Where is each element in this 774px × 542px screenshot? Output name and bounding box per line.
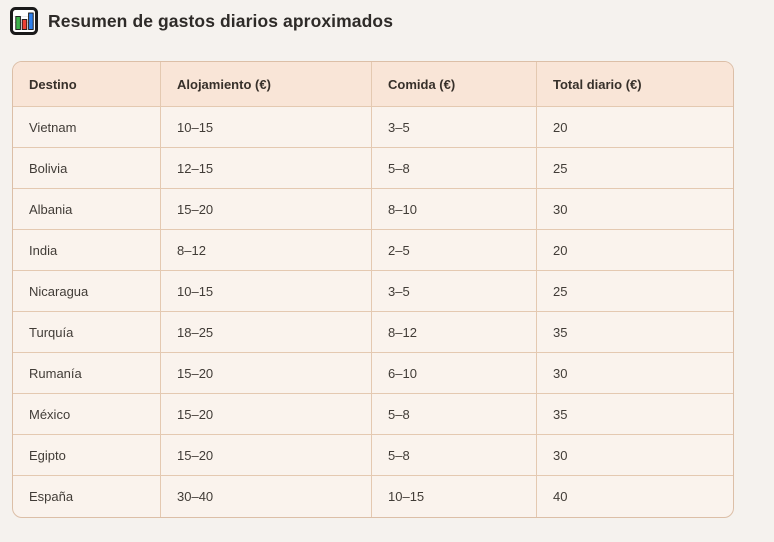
table-header-cell: Total diario (€) <box>537 62 733 107</box>
table-row: Nicaragua 10–15 3–5 25 <box>13 271 733 312</box>
table-cell: 3–5 <box>372 107 537 148</box>
table-cell: India <box>13 230 161 271</box>
table-cell: 5–8 <box>372 148 537 189</box>
table-row: India 8–12 2–5 20 <box>13 230 733 271</box>
table-cell: 10–15 <box>161 271 372 312</box>
table-cell: 15–20 <box>161 394 372 435</box>
bar-chart-icon <box>10 7 38 35</box>
table-cell: 2–5 <box>372 230 537 271</box>
table-header-cell: Destino <box>13 62 161 107</box>
table-row: Albania 15–20 8–10 30 <box>13 189 733 230</box>
table-row: Vietnam 10–15 3–5 20 <box>13 107 733 148</box>
table-cell: 3–5 <box>372 271 537 312</box>
table-cell: 10–15 <box>161 107 372 148</box>
table-cell: 25 <box>537 148 733 189</box>
table-cell: España <box>13 476 161 517</box>
table-cell: 35 <box>537 312 733 353</box>
table-cell: 5–8 <box>372 394 537 435</box>
table-cell: Turquía <box>13 312 161 353</box>
table-cell: 10–15 <box>372 476 537 517</box>
title-bar: Resumen de gastos diarios aproximados <box>10 7 393 35</box>
table-cell: 20 <box>537 107 733 148</box>
table-cell: 20 <box>537 230 733 271</box>
table-row: Rumanía 15–20 6–10 30 <box>13 353 733 394</box>
table-cell: 35 <box>537 394 733 435</box>
table-row: Turquía 18–25 8–12 35 <box>13 312 733 353</box>
table-row: Bolivia 12–15 5–8 25 <box>13 148 733 189</box>
table-cell: 15–20 <box>161 435 372 476</box>
table-header-cell: Comida (€) <box>372 62 537 107</box>
table-cell: Albania <box>13 189 161 230</box>
table-header-cell: Alojamiento (€) <box>161 62 372 107</box>
table-cell: 6–10 <box>372 353 537 394</box>
table-cell: Nicaragua <box>13 271 161 312</box>
table-cell: 30 <box>537 353 733 394</box>
table-cell: Bolivia <box>13 148 161 189</box>
table-cell: 30–40 <box>161 476 372 517</box>
table-cell: Egipto <box>13 435 161 476</box>
table-body: Vietnam 10–15 3–5 20 Bolivia 12–15 5–8 25 Albani… <box>13 107 733 517</box>
table-cell: México <box>13 394 161 435</box>
table-cell: 8–12 <box>372 312 537 353</box>
table-cell: 40 <box>553 489 568 504</box>
table-cell: 8–10 <box>372 189 537 230</box>
table-header-row: Destino Alojamiento (€) Comida (€) Total di… <box>13 62 733 107</box>
table-cell: 15–20 <box>161 189 372 230</box>
table-cell: 8–12 <box>161 230 372 271</box>
table-cell: Rumanía <box>13 353 161 394</box>
table-row: Egipto 15–20 5–8 30 <box>13 435 733 476</box>
table-cell: 30 <box>537 189 733 230</box>
table-cell: 25 <box>537 271 733 312</box>
table-cell: 18–25 <box>161 312 372 353</box>
table-cell: 12–15 <box>161 148 372 189</box>
page-title: Resumen de gastos diarios aproximados <box>48 10 394 31</box>
table-row: México 15–20 5–8 35 <box>13 394 733 435</box>
table-cell: 5–8 <box>372 435 537 476</box>
table-cell: Vietnam <box>13 107 161 148</box>
table-row: España 30–40 10–15 40 <box>13 476 733 517</box>
expense-table: Destino Alojamiento (€) Comida (€) Total di… <box>12 61 734 518</box>
table-cell: 15–20 <box>161 353 372 394</box>
table-cell: 30 <box>537 435 733 476</box>
